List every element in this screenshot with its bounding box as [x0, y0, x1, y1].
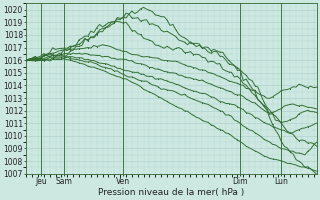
- X-axis label: Pression niveau de la mer( hPa ): Pression niveau de la mer( hPa ): [98, 188, 244, 197]
